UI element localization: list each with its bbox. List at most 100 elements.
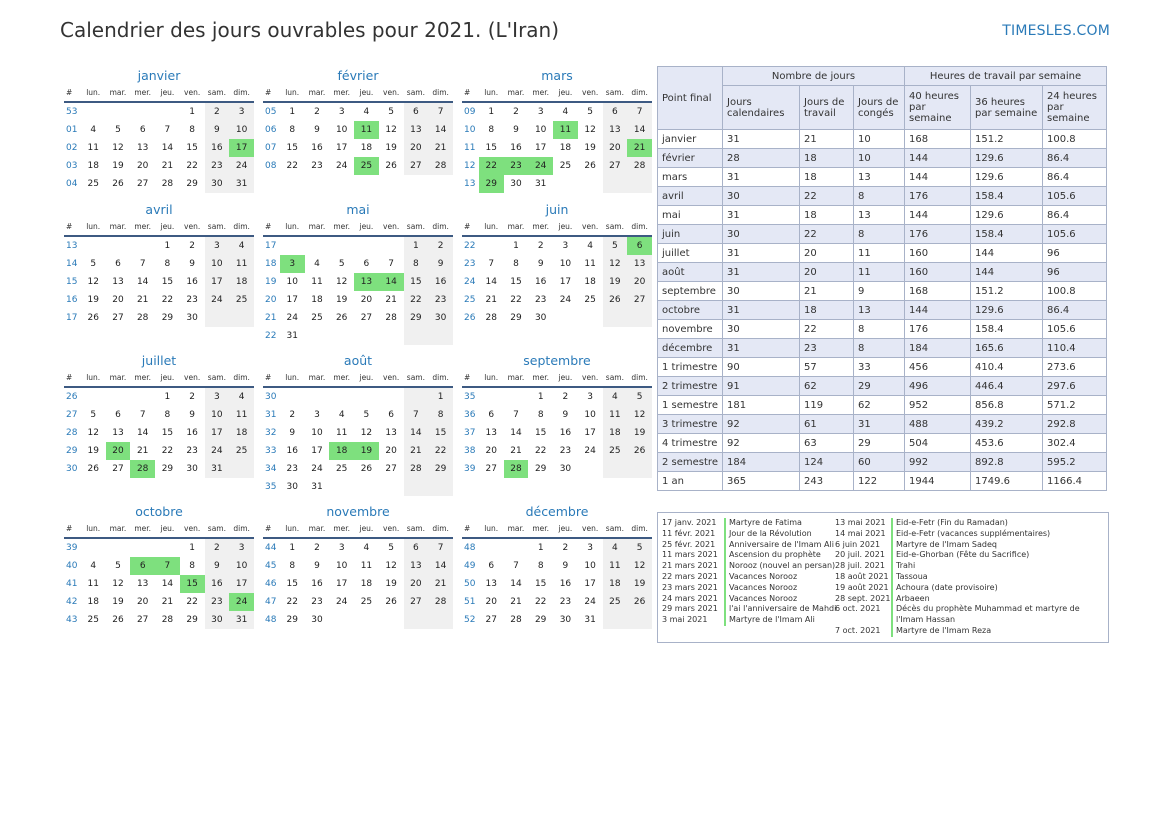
weekday-label: sam. [406, 524, 425, 533]
day-cell: 1 [403, 237, 429, 255]
value-cell: 10 [853, 148, 905, 168]
week-number: 34 [265, 464, 277, 474]
week-row: 30 1 [263, 388, 453, 406]
day-cell: 11 [584, 259, 596, 269]
value-cell: 496 [904, 376, 971, 396]
day-cell: 21 [403, 442, 429, 460]
weekday-label: dim. [631, 88, 648, 97]
col-24-header: 24 heures par semaine [1042, 85, 1107, 130]
day-cell: 20 [403, 139, 429, 157]
weekday-label: lun. [86, 524, 101, 533]
week-number: 04 [66, 179, 78, 189]
week-number-header: # [66, 373, 73, 382]
week-number: 17 [265, 241, 277, 251]
day-cell: 21 [510, 446, 522, 456]
value-cell: 28 [722, 148, 800, 168]
holiday-list: 17 janv. 2021 Martyre de Fatima 11 févr. 2… [657, 512, 1109, 643]
holiday-name: Vacances Norooz [724, 593, 797, 605]
holiday-date: 13 mai 2021 [835, 518, 886, 527]
day-cell: 27 [112, 464, 124, 474]
day-cell: 23 [559, 597, 572, 607]
holiday-name: Eid-e-Fetr (Fin du Ramadan) [891, 518, 1008, 529]
col-cal-header: Jours calendaires [722, 85, 800, 130]
day-cell: 6 [403, 103, 429, 121]
day-cell: 25 [559, 161, 572, 171]
empty-cell [479, 388, 504, 406]
weekday-label: lun. [86, 373, 101, 382]
weekday-header: # lun. mar. mer. jeu. ven. sam. dim. [462, 219, 652, 237]
week-number: 41 [66, 579, 78, 589]
empty-cell [81, 103, 106, 121]
day-cell: 5 [602, 237, 628, 255]
day-cell: 21 [485, 295, 497, 305]
weekday-label: mer. [134, 222, 152, 231]
day-cell: 27 [627, 291, 652, 309]
day-cell: 30 [286, 482, 298, 492]
holiday-name: Arbaeen [891, 593, 930, 605]
day-cell: 22 [403, 291, 429, 309]
empty-cell [329, 327, 354, 345]
day-cell: 28 [385, 313, 397, 323]
day-cell: 24 [559, 295, 572, 305]
weekday-label: dim. [233, 88, 250, 97]
holiday-item: 20 juil. 2021 Eid-e-Ghorban (Fête du Sacr… [835, 550, 1096, 562]
day-cell: 30 [186, 464, 198, 474]
week-row: 02 11 12 13 14 15 16 17 [64, 139, 254, 157]
weekday-label: dim. [432, 88, 449, 97]
month-name: avril [145, 202, 173, 217]
value-cell: 20 [799, 262, 854, 282]
day-cell: 26 [385, 161, 397, 171]
day-cell: 17 [286, 295, 298, 305]
empty-cell [354, 478, 379, 496]
day-cell: 27 [360, 313, 373, 323]
day-cell: 18 [87, 161, 99, 171]
value-cell: 129.6 [970, 205, 1043, 225]
day-cell: 9 [314, 125, 320, 135]
period-cell: 3 trimestre [657, 414, 723, 434]
empty-cell [305, 388, 330, 406]
holiday-date: 20 juil. 2021 [835, 550, 885, 560]
day-cell: 17 [204, 424, 230, 442]
empty-cell [379, 388, 404, 406]
week-row: 53 1 2 3 [64, 103, 254, 121]
holiday-item: 13 mai 2021 Eid-e-Fetr (Fin du Ramadan) [835, 518, 1096, 529]
day-cell: 7 [428, 539, 453, 557]
empty-cell [354, 237, 379, 255]
empty-cell [627, 309, 652, 327]
holiday-item: 3 mai 2021 Martyre de l'Imam Ali [662, 615, 836, 626]
day-cell: 5 [115, 561, 121, 571]
day-cell: 7 [139, 259, 146, 269]
day-cell: 24 [584, 446, 596, 456]
day-cell: 24 [229, 593, 254, 611]
day-cell: 11 [360, 561, 373, 571]
day-cell: 4 [229, 388, 254, 406]
week-number: 12 [464, 161, 476, 171]
weekday-label: mer. [333, 524, 351, 533]
day-cell: 1 [428, 388, 453, 406]
week-number: 31 [265, 410, 277, 420]
day-cell: 29 [428, 460, 453, 478]
day-cell: 7 [428, 103, 453, 121]
site-link[interactable]: TIMESLES.COM [1002, 23, 1110, 39]
week-number: 30 [66, 464, 78, 474]
period-cell: février [657, 148, 723, 168]
week-row: 26 1 2 3 4 [64, 388, 254, 406]
week-row: 24 14 15 16 17 18 19 20 [462, 273, 652, 291]
empty-cell [403, 388, 429, 406]
day-cell: 12 [112, 143, 124, 153]
value-cell: 22 [799, 319, 854, 339]
day-cell: 23 [186, 446, 198, 456]
month-calendar: avril # lun. mar. mer. jeu. ven. sam. dim. 13 1 2 3 4… [64, 200, 254, 327]
day-cell: 26 [627, 593, 652, 611]
month-name: août [343, 353, 373, 368]
value-cell: 243 [799, 471, 854, 491]
empty-cell [81, 237, 106, 255]
day-cell: 10 [584, 410, 596, 420]
day-cell: 19 [335, 295, 348, 305]
value-cell: 124 [799, 452, 854, 472]
day-cell: 17 [584, 579, 596, 589]
day-cell: 2 [513, 107, 519, 117]
empty-cell [479, 237, 504, 255]
weekday-label: lun. [285, 524, 300, 533]
day-cell: 8 [403, 255, 429, 273]
